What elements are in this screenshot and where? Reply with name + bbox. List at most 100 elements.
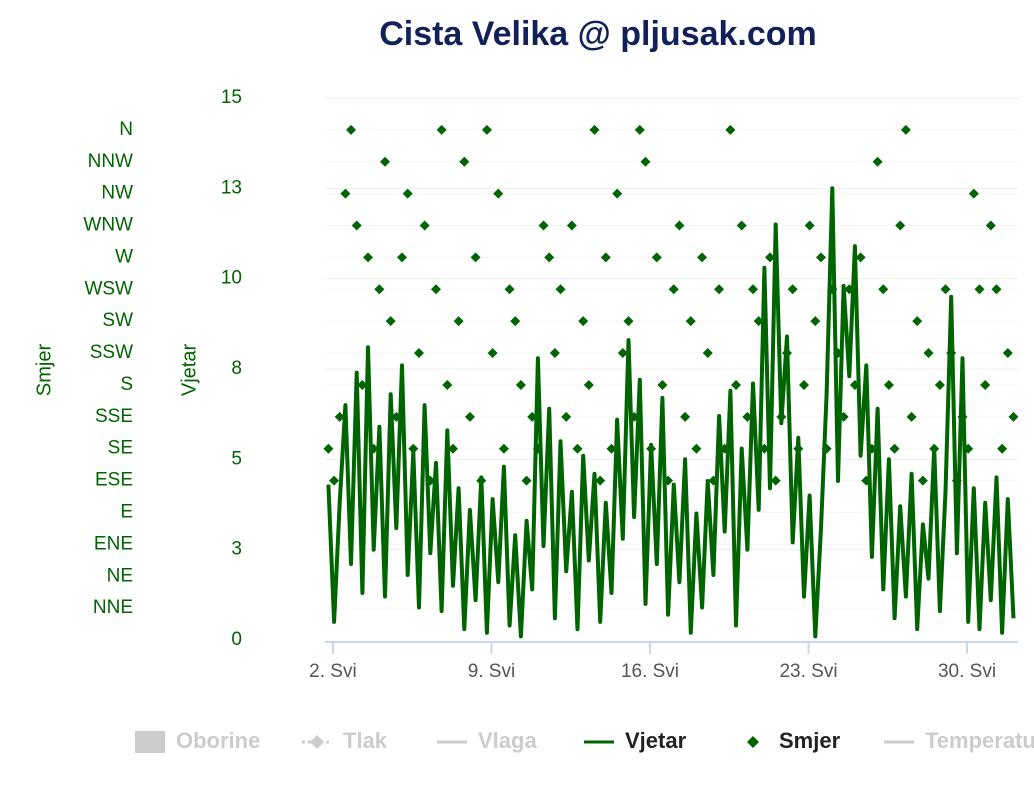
direction-point (719, 443, 730, 454)
direction-point (923, 348, 934, 359)
direction-point (436, 124, 447, 135)
y-tick-label: 0 (231, 629, 242, 650)
direction-point (821, 443, 832, 454)
y2-tick-label: NE (107, 565, 133, 586)
direction-point (346, 124, 357, 135)
y-tick-label: 3 (231, 539, 242, 560)
direction-point (555, 284, 566, 295)
legend-label[interactable]: Smjer (779, 728, 841, 753)
direction-point (538, 220, 549, 231)
y2-tick-label: WNW (83, 215, 133, 236)
x-tick-label: 30. Svi (938, 661, 996, 682)
direction-point (861, 475, 872, 486)
direction-point (623, 316, 634, 327)
direction-point (430, 284, 441, 295)
direction-point (600, 252, 611, 263)
y2-tick-label: E (120, 501, 133, 522)
direction-point (402, 188, 413, 199)
direction-point (425, 475, 436, 486)
direction-point (487, 348, 498, 359)
direction-point (413, 348, 424, 359)
direction-point (561, 411, 572, 422)
direction-point (929, 443, 940, 454)
direction-point (878, 284, 889, 295)
legend-symbol (310, 735, 324, 749)
y2-tick-label: SW (102, 310, 133, 331)
y2-tick-label: SE (108, 438, 133, 459)
direction-point (787, 284, 798, 295)
direction-point (832, 348, 843, 359)
direction-point (521, 475, 532, 486)
y2-tick-label: WSW (84, 278, 133, 299)
direction-point (991, 284, 1002, 295)
direction-point (804, 220, 815, 231)
direction-point (685, 316, 696, 327)
y2-tick-label: NW (101, 183, 133, 204)
legend-label[interactable]: Vlaga (478, 728, 537, 753)
direction-point (697, 252, 708, 263)
legend-label[interactable]: Vjetar (625, 728, 687, 753)
legend-label[interactable]: Oborine (176, 728, 260, 753)
direction-point (872, 156, 883, 167)
direction-point (612, 188, 623, 199)
direction-point (1002, 348, 1013, 359)
x-tick-label: 16. Svi (621, 661, 679, 682)
direction-point (527, 411, 538, 422)
direction-point (963, 443, 974, 454)
direction-point (815, 252, 826, 263)
direction-point (753, 316, 764, 327)
direction-point (714, 284, 725, 295)
direction-point (849, 379, 860, 390)
direction-point (782, 348, 792, 359)
direction-point (900, 124, 911, 135)
direction-point (708, 475, 719, 486)
direction-point (748, 284, 759, 295)
direction-point (544, 252, 555, 263)
direction-point (397, 252, 407, 263)
direction-point (504, 284, 515, 295)
direction-point (357, 379, 368, 390)
direction-point (464, 411, 475, 422)
direction-point (827, 284, 838, 295)
direction-point (940, 284, 951, 295)
direction-point (447, 443, 458, 454)
y2-tick-label: NNE (93, 597, 133, 618)
direction-point (374, 284, 385, 295)
direction-point (776, 411, 787, 422)
direction-point (855, 252, 866, 263)
direction-point (481, 124, 492, 135)
direction-point (934, 379, 945, 390)
direction-point (532, 443, 543, 454)
direction-point (334, 411, 345, 422)
direction-point (957, 411, 968, 422)
direction-point (419, 220, 430, 231)
legend-symbol (747, 736, 759, 748)
y2-tick-label: W (115, 246, 133, 267)
direction-point (657, 379, 668, 390)
direction-point (770, 475, 781, 486)
direction-point (476, 475, 487, 486)
direction-point (838, 411, 849, 422)
direction-point (906, 411, 917, 422)
direction-point (680, 411, 691, 422)
legend-label[interactable]: Temperatura (925, 728, 1034, 753)
direction-point (442, 379, 453, 390)
direction-point (759, 443, 770, 454)
wind-line (326, 186, 1016, 639)
direction-point (968, 188, 979, 199)
y-tick-label: 5 (231, 448, 242, 469)
direction-point (498, 443, 509, 454)
x-tick-label: 23. Svi (779, 661, 837, 682)
y-tick-label: 10 (221, 268, 242, 289)
legend-label[interactable]: Tlak (343, 728, 388, 753)
direction-point (646, 443, 657, 454)
direction-point (634, 124, 645, 135)
direction-point (912, 316, 923, 327)
y-tick-label: 13 (221, 177, 242, 198)
direction-point (380, 156, 391, 167)
direction-point (736, 220, 747, 231)
y-axis-title: Vjetar (178, 344, 200, 397)
direction-point (895, 220, 906, 231)
direction-point (1008, 411, 1019, 422)
